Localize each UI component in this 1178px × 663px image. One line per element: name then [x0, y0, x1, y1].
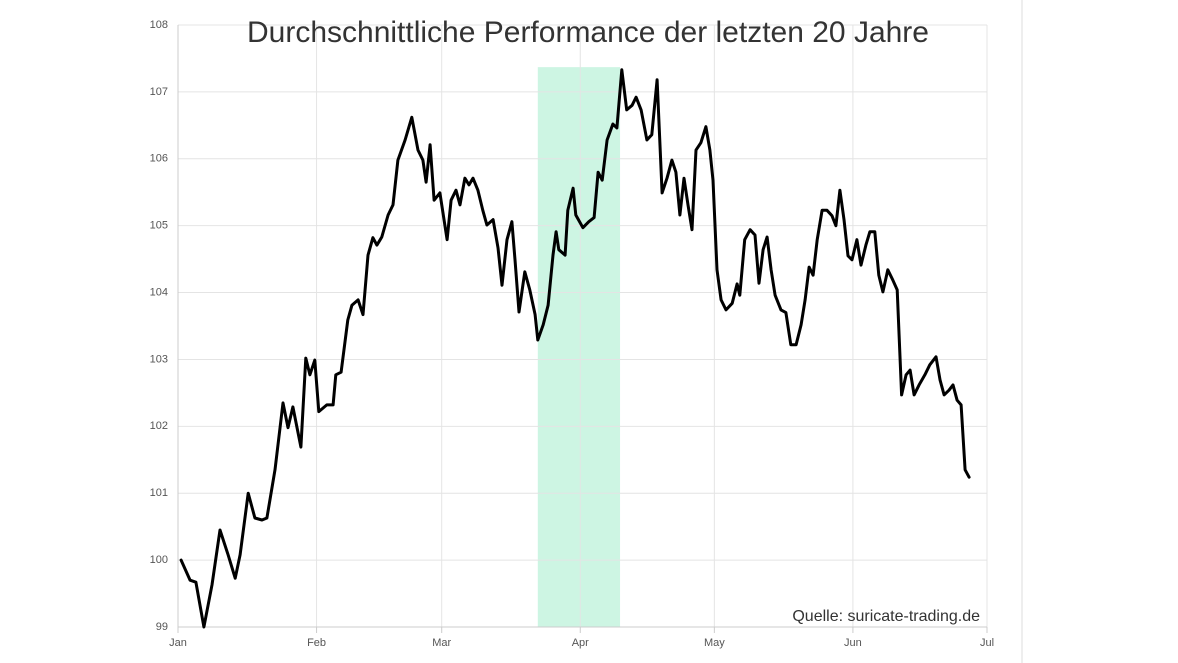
y-tick-label: 106 [150, 153, 168, 165]
source-annotation: Quelle: suricate-trading.de [792, 608, 980, 625]
x-tick-label: Feb [307, 637, 326, 649]
x-tick-label: Apr [572, 637, 589, 649]
y-tick-label: 101 [150, 487, 168, 499]
y-tick-label: 99 [156, 621, 168, 633]
y-tick-label: 105 [150, 220, 168, 232]
x-tick-label: Jun [844, 637, 862, 649]
data-line [179, 68, 971, 629]
x-tick-label: Mar [432, 637, 451, 649]
y-tick-label: 103 [150, 353, 168, 365]
y-tick-label: 107 [150, 86, 168, 98]
y-tick-label: 108 [150, 19, 168, 31]
x-tick-label: Jul [980, 637, 994, 649]
x-tick-label: May [704, 637, 725, 649]
y-tick-label: 104 [150, 286, 168, 298]
chart-title: Durchschnittliche Performance der letzte… [247, 16, 929, 49]
x-tick-label: Jan [169, 637, 187, 649]
y-tick-label: 100 [150, 554, 168, 566]
y-tick-label: 102 [150, 420, 168, 432]
plot-area: 99 100 101 102 103 104 105 106 107 108 Jan Feb Mar Ap… [150, 19, 994, 649]
highlight-band [537, 67, 621, 627]
